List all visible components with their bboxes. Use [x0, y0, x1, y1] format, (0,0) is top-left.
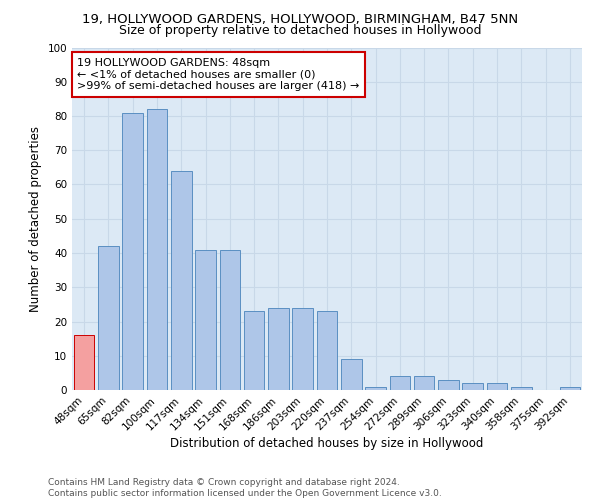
- Bar: [220, 250, 240, 390]
- Bar: [292, 308, 313, 390]
- Bar: [560, 386, 580, 390]
- Bar: [317, 311, 337, 390]
- Bar: [389, 376, 410, 390]
- Bar: [268, 308, 289, 390]
- Bar: [487, 383, 508, 390]
- Y-axis label: Number of detached properties: Number of detached properties: [29, 126, 42, 312]
- Text: Size of property relative to detached houses in Hollywood: Size of property relative to detached ho…: [119, 24, 481, 37]
- Bar: [341, 359, 362, 390]
- Bar: [171, 171, 191, 390]
- Bar: [244, 311, 265, 390]
- Text: Contains HM Land Registry data © Crown copyright and database right 2024.
Contai: Contains HM Land Registry data © Crown c…: [48, 478, 442, 498]
- Text: 19, HOLLYWOOD GARDENS, HOLLYWOOD, BIRMINGHAM, B47 5NN: 19, HOLLYWOOD GARDENS, HOLLYWOOD, BIRMIN…: [82, 12, 518, 26]
- Bar: [414, 376, 434, 390]
- Text: 19 HOLLYWOOD GARDENS: 48sqm
← <1% of detached houses are smaller (0)
>99% of sem: 19 HOLLYWOOD GARDENS: 48sqm ← <1% of det…: [77, 58, 359, 91]
- Bar: [74, 335, 94, 390]
- Bar: [98, 246, 119, 390]
- Bar: [146, 109, 167, 390]
- Bar: [122, 112, 143, 390]
- Bar: [438, 380, 459, 390]
- X-axis label: Distribution of detached houses by size in Hollywood: Distribution of detached houses by size …: [170, 438, 484, 450]
- Bar: [365, 386, 386, 390]
- Bar: [511, 386, 532, 390]
- Bar: [463, 383, 483, 390]
- Bar: [195, 250, 216, 390]
